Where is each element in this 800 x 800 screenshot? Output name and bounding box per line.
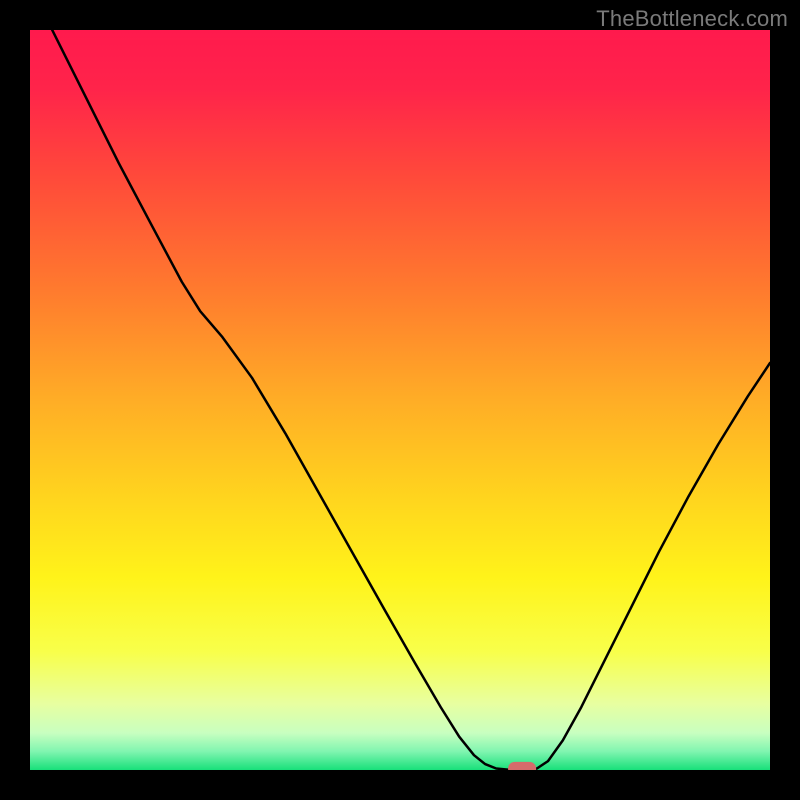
chart-gradient-background (30, 30, 770, 770)
chart-canvas (0, 0, 800, 800)
watermark-text: TheBottleneck.com (596, 6, 788, 32)
bottleneck-chart: TheBottleneck.com (0, 0, 800, 800)
